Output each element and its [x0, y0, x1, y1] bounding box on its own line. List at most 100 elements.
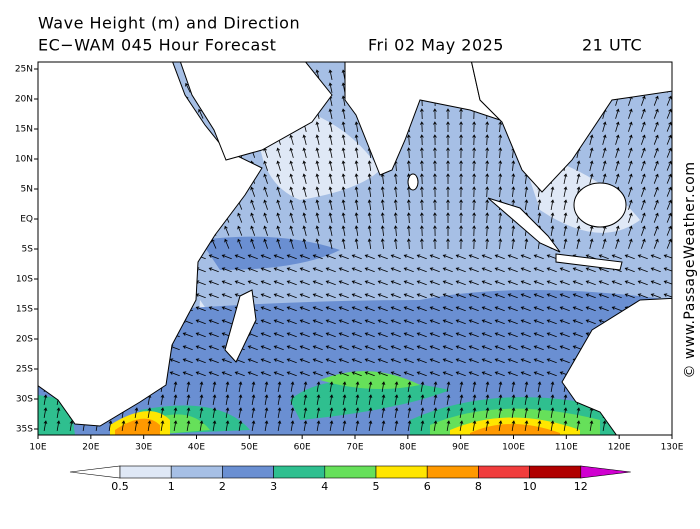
arrow — [585, 267, 596, 273]
arrow — [546, 280, 557, 286]
arrow — [247, 345, 258, 351]
arrow — [485, 212, 490, 224]
lon-tick-label: 130E — [661, 443, 684, 453]
arrow — [364, 306, 375, 312]
arrow — [459, 121, 463, 133]
arrow — [598, 306, 609, 312]
arrow — [368, 407, 373, 418]
arrow — [498, 407, 503, 418]
arrow — [237, 212, 243, 223]
arrow — [459, 238, 463, 250]
arrow — [186, 381, 191, 392]
arrow — [286, 280, 297, 286]
arrow — [481, 306, 492, 312]
arrow — [455, 319, 466, 325]
arrow — [325, 319, 336, 325]
arrow — [234, 371, 245, 377]
arrow — [446, 108, 450, 120]
arrow — [416, 267, 427, 273]
arrow — [615, 160, 620, 171]
arrow — [433, 238, 437, 250]
arrow — [403, 267, 414, 273]
arrow — [653, 173, 659, 184]
arrow — [251, 420, 256, 431]
colorbar-label: 0.5 — [111, 480, 129, 493]
arrow — [572, 306, 583, 312]
arrow — [481, 319, 492, 325]
arrow — [433, 212, 437, 224]
arrow — [315, 186, 320, 197]
arrow — [628, 160, 633, 171]
arrow — [325, 345, 336, 351]
arrow — [640, 121, 646, 132]
arrow — [485, 407, 490, 418]
arrow — [238, 394, 243, 405]
arrow — [381, 381, 386, 392]
arrow — [511, 186, 516, 198]
arrow — [520, 345, 531, 351]
arrow — [364, 371, 375, 377]
arrow — [416, 345, 427, 351]
arrow — [238, 407, 243, 418]
arrow — [446, 407, 451, 418]
arrow — [640, 173, 646, 184]
arrow — [208, 358, 219, 364]
arrow — [563, 186, 568, 197]
arrow — [485, 381, 490, 392]
arrow — [312, 254, 323, 260]
arrow — [328, 212, 333, 223]
arrow — [615, 238, 620, 249]
arrow — [498, 212, 503, 224]
arrow — [273, 371, 284, 377]
arrow — [403, 332, 414, 338]
arrow — [455, 358, 466, 364]
sri-lanka — [407, 173, 419, 191]
arrow — [472, 238, 476, 250]
arrow — [237, 225, 243, 236]
arrow — [550, 381, 555, 392]
colorbar-label: 4 — [321, 480, 328, 493]
arrow — [481, 358, 492, 364]
arrow — [520, 358, 531, 364]
arrow — [640, 160, 646, 171]
arrow — [238, 420, 243, 431]
arrow — [299, 254, 310, 260]
arrow — [611, 254, 622, 260]
arrow — [341, 238, 346, 249]
arrow — [446, 134, 450, 146]
arrow — [355, 381, 360, 392]
arrow — [550, 407, 555, 418]
arrow — [628, 199, 633, 210]
arrow — [429, 293, 440, 299]
arrow — [169, 371, 180, 377]
arrow — [507, 306, 518, 312]
arrow — [234, 280, 245, 286]
java — [555, 253, 623, 271]
arrow — [289, 225, 294, 236]
arrow — [666, 212, 672, 223]
arrow — [273, 345, 284, 351]
arrow — [377, 345, 388, 351]
arrow — [277, 394, 282, 405]
arrow — [563, 212, 568, 223]
arrow — [429, 306, 440, 312]
arrow — [455, 345, 466, 351]
arrow — [468, 254, 479, 260]
arrow — [393, 173, 398, 185]
arrow — [173, 381, 178, 392]
arrow — [653, 121, 659, 132]
arrow — [520, 306, 531, 312]
arrow — [533, 306, 544, 312]
arrow — [653, 199, 659, 210]
arrow — [455, 332, 466, 338]
arrow — [576, 420, 581, 431]
arrow — [290, 394, 295, 405]
arrow — [315, 160, 320, 171]
arrow — [419, 212, 424, 224]
arrow — [251, 394, 256, 405]
arrow — [585, 280, 596, 286]
arrow — [276, 212, 281, 223]
arrow — [338, 332, 349, 338]
lon-tick-label: 20E — [82, 443, 99, 453]
arrow — [338, 293, 349, 299]
